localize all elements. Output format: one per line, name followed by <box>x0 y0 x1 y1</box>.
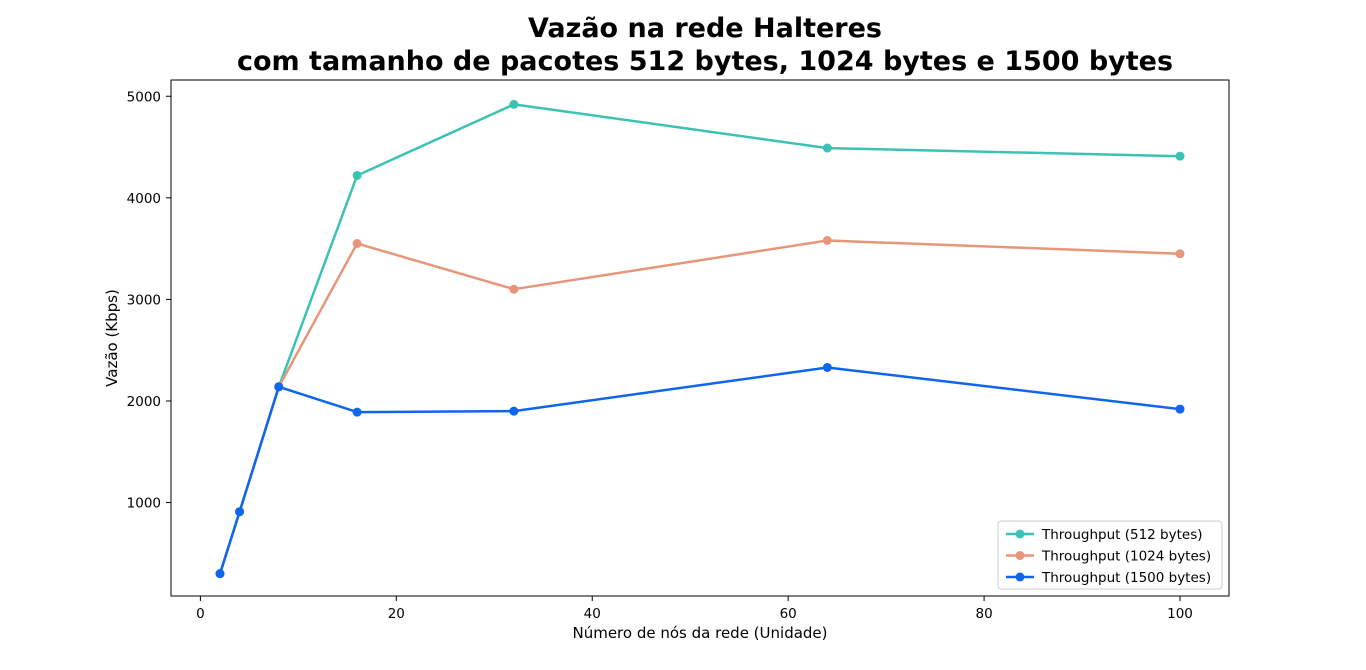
y-axis-label: Vazão (Kbps) <box>103 289 121 387</box>
x-tick-label: 100 <box>1167 606 1193 622</box>
series-3-point <box>509 406 519 416</box>
y-tick-label: 5000 <box>127 89 161 105</box>
legend: Throughput (512 bytes) Throughput (1024 b… <box>997 520 1223 590</box>
y-tick-label: 3000 <box>127 292 161 308</box>
chart-title-line-1: Vazão na rede Halteres <box>527 13 883 44</box>
legend-label: Throughput (1500 bytes) <box>1041 570 1211 586</box>
series-3-point <box>215 569 225 579</box>
chart-title-line-2: com tamanho de pacotes 512 bytes, 1024 b… <box>236 46 1174 77</box>
series-2-point <box>1175 249 1185 259</box>
x-tick-label: 40 <box>584 606 601 622</box>
legend-box <box>997 520 1223 590</box>
x-tick-label: 80 <box>975 606 992 622</box>
series-3-point <box>274 382 284 392</box>
series-2-point <box>352 239 362 249</box>
series-1-point <box>352 170 362 180</box>
series-3-point <box>1175 404 1185 414</box>
series-3-point <box>235 507 245 517</box>
legend-swatch-marker <box>1015 572 1025 582</box>
legend-label: Throughput (512 bytes) <box>1041 527 1203 543</box>
legend-label: Throughput (1024 bytes) <box>1041 549 1211 565</box>
series-1-point <box>1175 151 1185 161</box>
series-1-point <box>822 143 832 153</box>
series-layer <box>215 99 1185 579</box>
y-tick-label: 1000 <box>127 496 161 512</box>
series-3-point <box>822 362 832 372</box>
series-line-1 <box>218 103 1181 575</box>
series-2-point <box>822 235 832 245</box>
x-tick-label: 20 <box>388 606 405 622</box>
x-tick-label: 60 <box>780 606 797 622</box>
plot-area-frame <box>170 79 1230 597</box>
series-1-point <box>509 99 519 109</box>
x-tick-label: 0 <box>196 606 205 622</box>
y-axis: 1000 2000 3000 4000 5000 <box>127 89 171 512</box>
y-tick-label: 2000 <box>127 394 161 410</box>
x-axis: 0 20 40 60 80 100 <box>196 596 1193 622</box>
y-tick-label: 4000 <box>127 191 161 207</box>
legend-swatch-marker <box>1015 529 1025 539</box>
series-3-point <box>352 407 362 417</box>
x-axis-label: Número de nós da rede (Unidade) <box>572 624 827 642</box>
series-2-point <box>509 284 519 294</box>
legend-swatch-marker <box>1015 551 1025 560</box>
